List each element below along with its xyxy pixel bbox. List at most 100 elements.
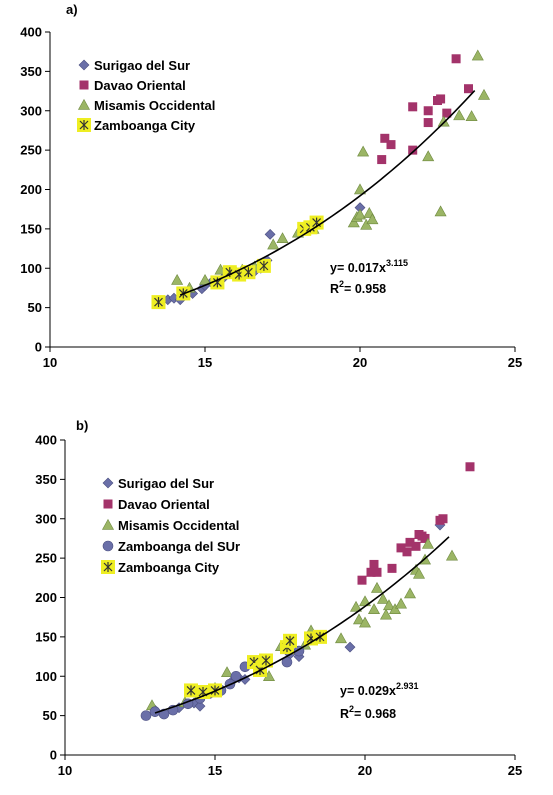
legend-marker	[101, 518, 115, 530]
series-misamis-occidental	[171, 49, 491, 293]
data-point	[437, 115, 450, 127]
r-squared: R2= 0.968	[340, 704, 396, 721]
y-tick-label: 0	[35, 340, 42, 355]
data-point	[372, 567, 382, 577]
data-point	[366, 213, 379, 225]
data-point	[411, 541, 421, 551]
data-point	[422, 150, 435, 162]
data-point	[382, 599, 396, 611]
data-point	[423, 118, 433, 128]
legend: Surigao del Sur Davao Oriental Misamis Occ…	[77, 58, 215, 133]
x-tick-label: 20	[353, 355, 367, 370]
data-point	[388, 603, 402, 615]
data-point	[387, 563, 397, 573]
data-point	[357, 145, 370, 157]
legend-label: Zamboanga City	[94, 118, 196, 133]
data-point	[241, 265, 256, 280]
data-point	[408, 102, 418, 112]
data-point	[349, 600, 363, 612]
trend-equation: y= 0.029x2.931	[340, 681, 419, 698]
y-tick-label: 400	[20, 25, 42, 40]
series-davao-oriental	[377, 54, 473, 165]
data-point	[367, 603, 381, 615]
data-point	[344, 641, 356, 653]
data-point	[386, 140, 396, 150]
data-point	[376, 592, 390, 604]
y-tick-label: 50	[28, 300, 42, 315]
x-tick-label: 25	[508, 763, 522, 778]
data-point	[283, 633, 297, 648]
data-point	[256, 258, 271, 273]
legend-label: Davao Oriental	[94, 78, 186, 93]
data-point	[353, 183, 367, 195]
data-point	[309, 215, 324, 230]
data-point	[420, 533, 430, 543]
legend-label: Misamis Occidental	[94, 98, 215, 113]
data-point	[347, 216, 360, 228]
data-point	[451, 54, 461, 64]
data-point	[445, 549, 459, 561]
y-tick-label: 0	[50, 748, 57, 763]
data-point	[403, 587, 417, 599]
trend-equation: y= 0.017x3.115	[330, 258, 408, 275]
data-point	[194, 700, 206, 712]
y-tick-label: 400	[35, 433, 57, 448]
legend-marker	[77, 118, 91, 132]
data-point	[352, 613, 366, 625]
y-tick-label: 250	[35, 551, 57, 566]
legend-marker	[102, 540, 114, 552]
y-tick-label: 100	[35, 669, 57, 684]
data-point	[408, 145, 418, 155]
y-tick-label: 250	[20, 143, 42, 158]
data-point	[171, 273, 184, 285]
y-tick-label: 150	[35, 629, 57, 644]
data-point	[402, 547, 412, 557]
series-davao-oriental	[357, 462, 475, 585]
x-tick-label: 20	[358, 763, 372, 778]
data-point	[421, 537, 435, 549]
y-tick-label: 200	[35, 590, 57, 605]
data-point	[353, 208, 367, 220]
data-point	[259, 653, 273, 668]
legend-label: Zamboanga del SUr	[118, 539, 240, 554]
data-point	[357, 575, 367, 585]
data-point	[358, 616, 372, 628]
data-point	[370, 581, 384, 593]
data-point	[220, 666, 234, 678]
legend-label: Surigao del Sur	[94, 58, 190, 73]
data-point	[453, 109, 466, 121]
chart-panel-b: b) 0 50 100 150 200 250 300 350 400 10 15 20 25 Suriga…	[35, 418, 522, 778]
legend-marker	[77, 98, 91, 110]
legend-marker	[102, 477, 114, 489]
data-point	[412, 567, 426, 579]
y-tick-label: 300	[20, 103, 42, 118]
legend-marker	[79, 80, 89, 90]
data-point	[434, 205, 447, 217]
legend-marker	[101, 560, 115, 574]
data-point	[184, 683, 198, 698]
data-point	[405, 537, 415, 547]
x-tick-label: 10	[58, 763, 72, 778]
data-point	[377, 155, 387, 165]
data-point	[264, 228, 276, 240]
data-point	[366, 567, 376, 577]
legend-label: Surigao del Sur	[118, 476, 214, 491]
data-point	[423, 106, 433, 116]
data-point	[471, 49, 484, 61]
data-point	[276, 232, 289, 244]
legend: Surigao del Sur Davao Oriental Misamis Occ…	[101, 476, 240, 575]
x-tick-label: 15	[198, 355, 212, 370]
y-tick-label: 300	[35, 511, 57, 526]
legend-label: Zamboanga City	[118, 560, 220, 575]
series-zamboanga-city	[151, 215, 324, 310]
data-point	[396, 543, 406, 553]
y-tick-label: 350	[35, 472, 57, 487]
trend-line	[179, 89, 476, 296]
panel-label: b)	[76, 418, 88, 433]
x-tick-label: 10	[43, 355, 57, 370]
legend-label: Davao Oriental	[118, 497, 210, 512]
data-point	[436, 94, 446, 104]
y-tick-label: 50	[43, 708, 57, 723]
